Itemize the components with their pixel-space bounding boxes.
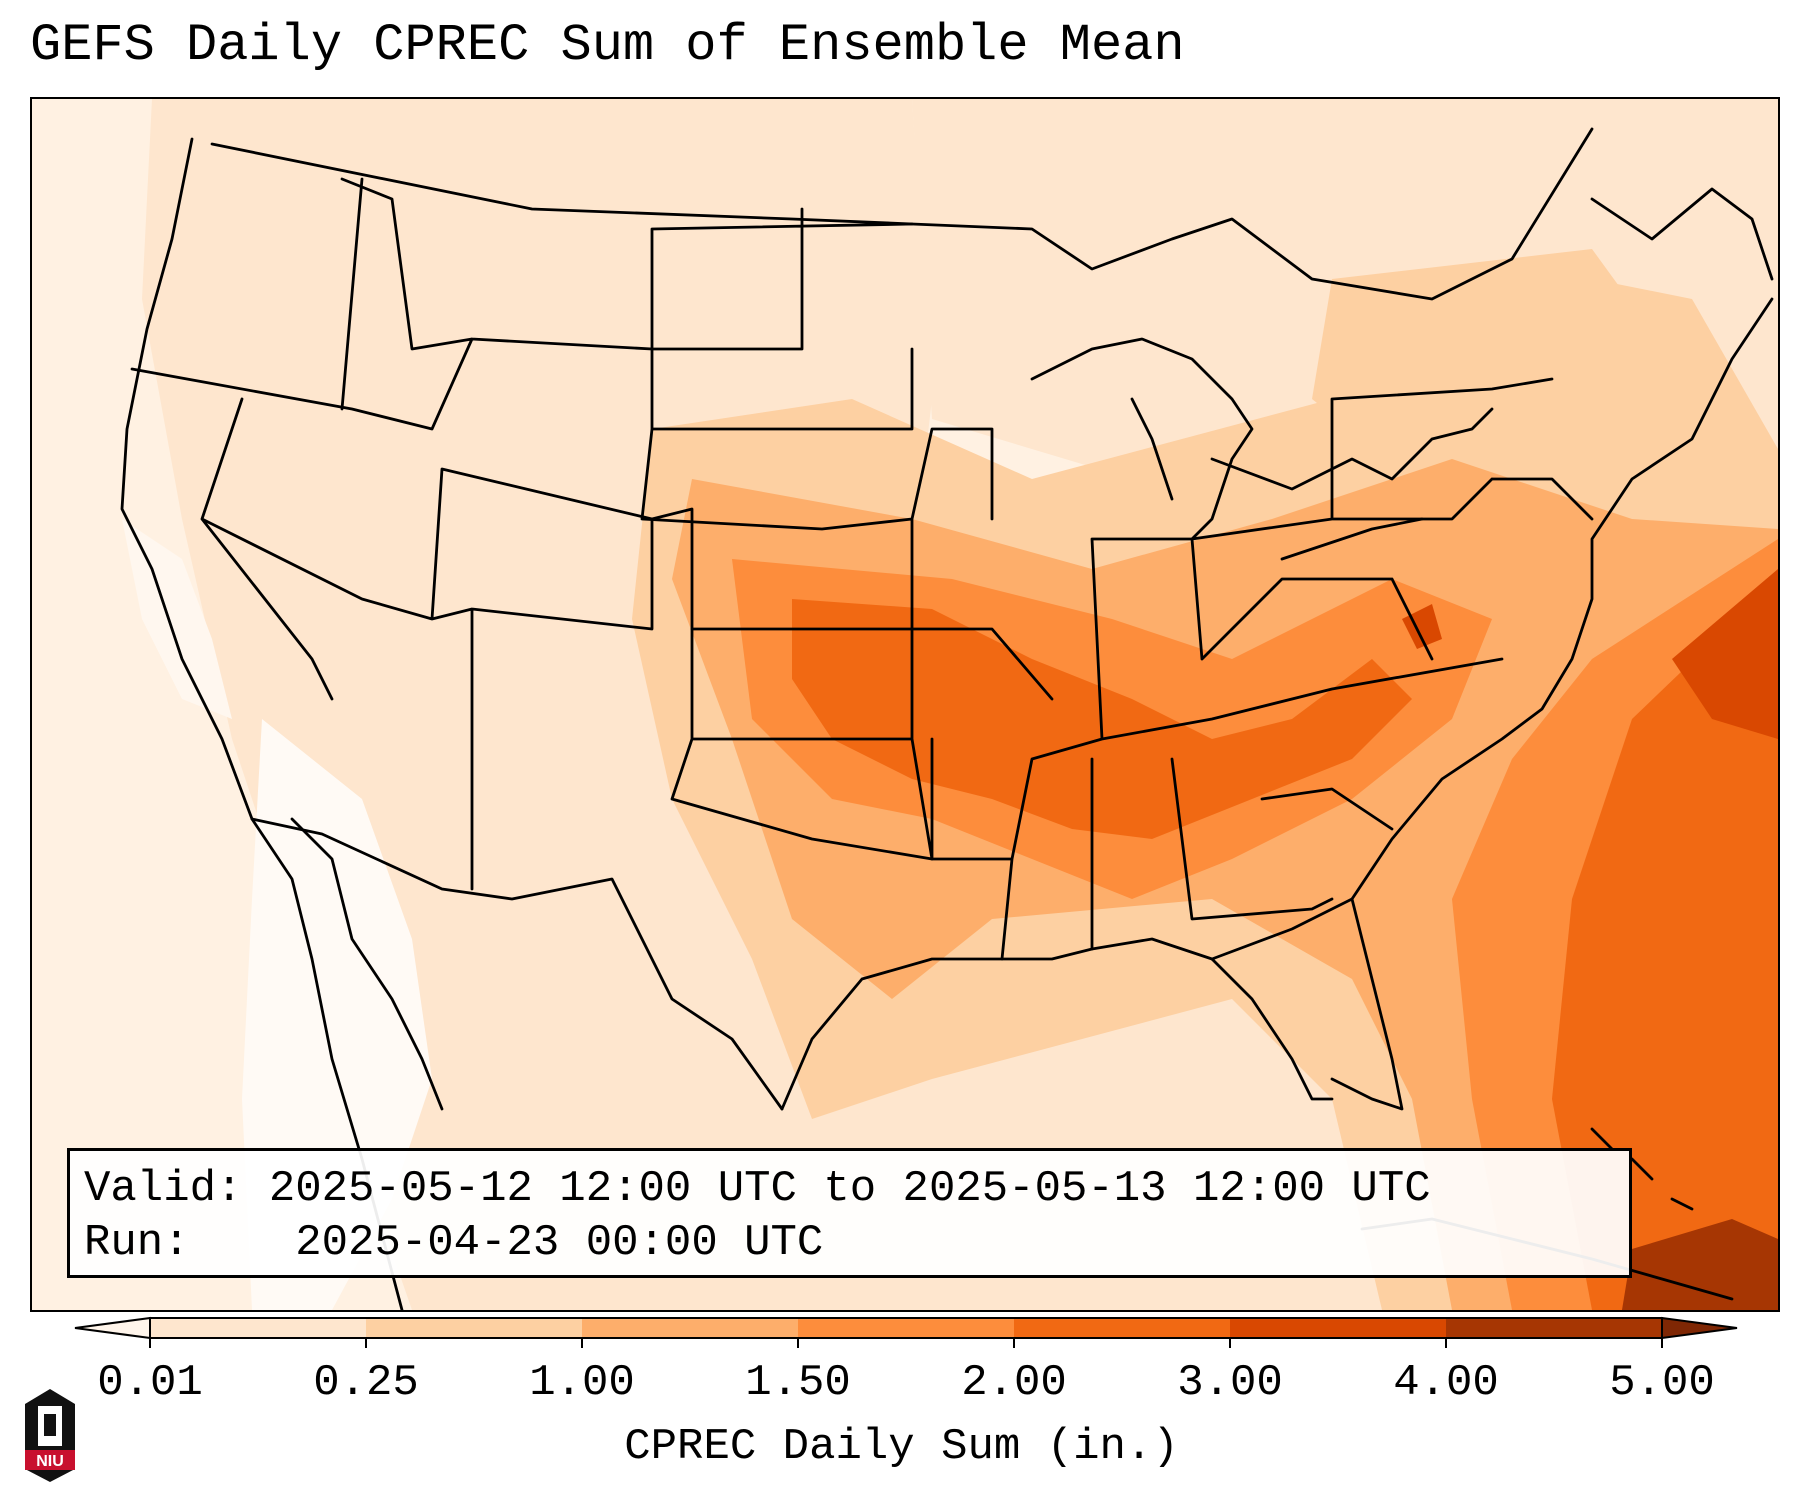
valid-prefix: Valid:	[84, 1164, 243, 1214]
valid-line: Valid: 2025-05-12 12:00 UTC to 2025-05-1…	[84, 1167, 1431, 1211]
colorbar-tick-label: 3.00	[1177, 1358, 1283, 1408]
shade-mid-ny	[1312, 249, 1672, 499]
info-box: Valid: 2025-05-12 12:00 UTC to 2025-05-1…	[67, 1148, 1632, 1278]
state-boundaries	[120, 127, 1774, 1310]
us-canada-border	[210, 127, 1594, 301]
shade-max-atlantic	[1672, 569, 1778, 739]
map-panel	[30, 97, 1780, 1312]
us-mexico-border	[250, 817, 784, 1111]
shade-dry-ca	[122, 519, 232, 719]
baja-coast	[290, 817, 444, 1111]
florida	[1210, 897, 1404, 1111]
colorbar-segment	[150, 1318, 367, 1338]
colorbar-tick-label: 5.00	[1609, 1358, 1715, 1408]
state-lines-east	[930, 377, 1594, 961]
logo-window	[44, 1414, 56, 1436]
valid-value: 2025-05-12 12:00 UTC to 2025-05-13 12:00…	[268, 1164, 1431, 1214]
bahamas	[1590, 1127, 1694, 1211]
colorbar-segment	[798, 1318, 1015, 1338]
colorbar-tick-label: 2.00	[961, 1358, 1067, 1408]
run-line: Run: 2025-04-23 00:00 UTC	[84, 1221, 823, 1265]
colorbar-tick-label: 4.00	[1393, 1358, 1499, 1408]
colorbar-label: CPREC Daily Sum (in.)	[624, 1422, 1179, 1472]
colorbar-extend-high	[1661, 1316, 1738, 1340]
shade-max-cuba	[1622, 1219, 1778, 1310]
colorbar: 0.01 0.25 1.00 1.50 2.00 3.00 4.00 5.00	[74, 1316, 1738, 1408]
run-prefix: Run:	[84, 1218, 190, 1268]
niu-logo: NIU	[25, 1389, 75, 1482]
run-value: 2025-04-23 00:00 UTC	[295, 1218, 824, 1268]
colorbar-tick-label: 1.50	[745, 1358, 851, 1408]
logo-text: NIU	[36, 1453, 64, 1470]
map-title: GEFS Daily CPREC Sum of Ensemble Mean	[30, 16, 1185, 75]
colorbar-segment	[1230, 1318, 1447, 1338]
precip-map	[32, 99, 1778, 1310]
colorbar-frame	[149, 1317, 1663, 1339]
colorbar-extend-low	[74, 1316, 151, 1340]
precip-shading	[32, 99, 1778, 1310]
colorbar-segment	[1446, 1318, 1663, 1338]
logo-banner	[25, 1450, 75, 1470]
state-lines-plains	[640, 347, 1054, 861]
shade-max-wv	[1402, 604, 1442, 649]
colorbar-segment	[1014, 1318, 1231, 1338]
colorbar-segment	[366, 1318, 583, 1338]
colorbar-tick-label: 1.00	[529, 1358, 635, 1408]
east-coast	[1350, 297, 1774, 901]
west-coast	[120, 137, 404, 1310]
great-lakes	[1030, 337, 1494, 561]
colorbar-tick-label: 0.25	[313, 1358, 419, 1408]
shade-atlantic-core	[1552, 579, 1778, 1310]
colorbar-segment	[582, 1318, 799, 1338]
colorbar-tick-label: 0.01	[97, 1358, 203, 1408]
canada-coast	[1590, 187, 1774, 281]
